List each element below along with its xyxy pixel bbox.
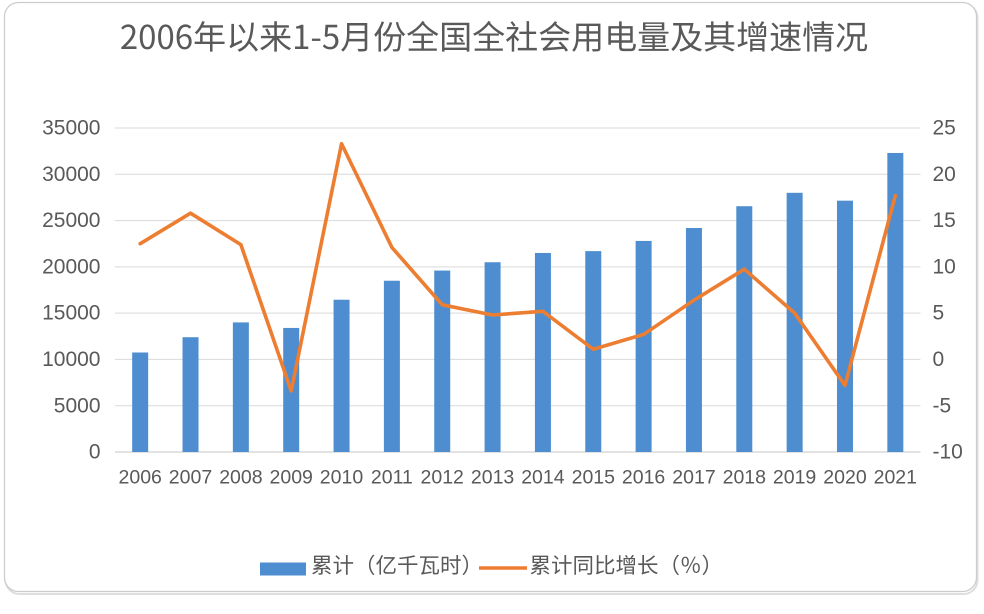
svg-text:2017: 2017 — [672, 467, 715, 489]
svg-text:2013: 2013 — [471, 467, 514, 489]
svg-text:2006: 2006 — [119, 467, 162, 489]
svg-text:2010: 2010 — [320, 467, 364, 489]
svg-text:20: 20 — [933, 163, 956, 186]
svg-text:2007: 2007 — [169, 467, 212, 489]
svg-text:2012: 2012 — [421, 467, 464, 489]
svg-text:2011: 2011 — [371, 467, 413, 489]
svg-text:2018: 2018 — [723, 467, 766, 489]
svg-text:2021: 2021 — [874, 467, 917, 489]
svg-text:10: 10 — [933, 256, 956, 279]
svg-text:5000: 5000 — [54, 394, 101, 417]
svg-text:2016: 2016 — [622, 467, 665, 489]
svg-text:2019: 2019 — [773, 467, 816, 489]
svg-text:20000: 20000 — [42, 256, 100, 279]
svg-text:-5: -5 — [933, 394, 952, 417]
svg-text:2009: 2009 — [270, 467, 313, 489]
svg-text:2020: 2020 — [823, 467, 867, 489]
svg-text:30000: 30000 — [42, 163, 100, 186]
svg-text:0: 0 — [933, 348, 945, 371]
svg-text:10000: 10000 — [42, 348, 100, 371]
svg-text:25: 25 — [933, 117, 956, 140]
svg-text:2008: 2008 — [219, 467, 262, 489]
svg-text:15: 15 — [933, 209, 956, 232]
svg-text:5: 5 — [933, 302, 945, 325]
svg-text:25000: 25000 — [42, 209, 100, 232]
svg-text:-10: -10 — [933, 441, 963, 464]
svg-text:0: 0 — [89, 441, 101, 464]
svg-text:15000: 15000 — [42, 302, 100, 325]
svg-text:35000: 35000 — [42, 117, 100, 140]
svg-text:2015: 2015 — [572, 467, 616, 489]
svg-text:2014: 2014 — [521, 467, 565, 489]
